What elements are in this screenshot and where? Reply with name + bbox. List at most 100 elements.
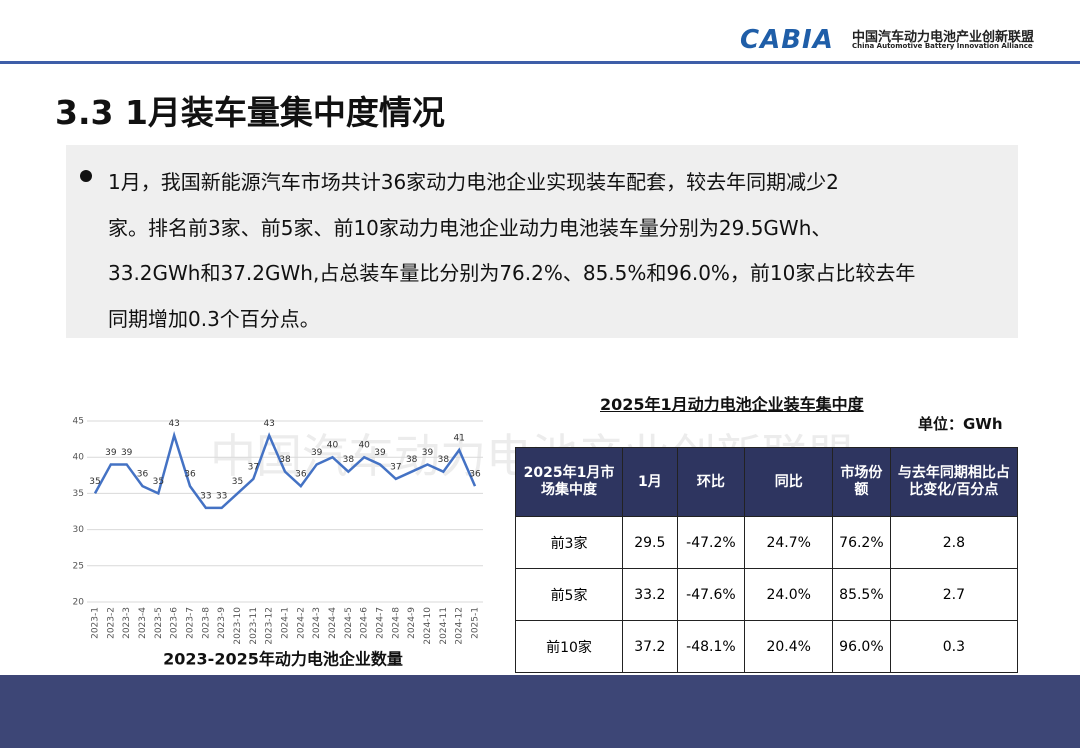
bullet-dot [80,170,92,182]
logo: CABIA [740,25,834,55]
table-cell: -47.2% [676,516,746,569]
header-cell: 2025年1月市场集中度 [514,447,624,517]
table-cell: -47.6% [676,568,746,621]
x-tick-label: 2024-3 [312,607,322,639]
table-cell: 2.7 [889,568,1019,621]
bullet-box [66,145,1018,338]
x-tick-label: 2024-5 [344,607,354,639]
y-tick-label: 35 [73,489,84,499]
header-cell: 环比 [676,447,746,517]
data-label: 40 [358,441,370,451]
header-cell: 同比 [744,447,834,517]
bullet-text: 1月，我国新能源汽车市场共计36家动力电池企业实现装车配套，较去年同期减少2 家。… [108,160,915,342]
data-label: 38 [279,455,291,465]
table-cell: 0.3 [889,620,1019,673]
table-row: 前10家 37.2 -48.1% 20.4% 96.0% 0.3 [514,620,1019,673]
x-tick-label: 2023-5 [154,607,164,639]
data-label: 39 [422,448,434,458]
table-cell: 2.8 [889,516,1019,569]
x-tick-label: 2024-2 [296,607,306,639]
x-tick-label: 2024-9 [407,607,417,639]
data-label: 43 [168,419,179,429]
table-cell: 前3家 [514,516,624,569]
header-cell: 与去年同期相比占比变化/百分点 [889,447,1019,517]
y-tick-label: 40 [73,453,85,463]
data-label: 39 [105,448,117,458]
table-cell: 前10家 [514,620,624,673]
table-cell: 24.0% [744,568,834,621]
table-cell: 24.7% [744,516,834,569]
data-label: 38 [406,455,418,465]
chart-title: 2023-2025年动力电池企业数量 [163,650,403,669]
x-tick-label: 2024-8 [391,607,401,639]
x-tick-label: 2024-1 [281,607,291,639]
data-label: 43 [263,419,274,429]
y-tick-label: 45 [73,417,84,427]
line-series [93,431,477,510]
data-label: 33 [200,491,211,501]
header-rule [0,61,1080,64]
data-label: 37 [248,462,259,472]
x-tick-label: 2024-6 [360,607,370,639]
table-title: 2025年1月动力电池企业装车集中度 [600,395,864,414]
data-label: 36 [137,470,149,480]
x-tick-label: 2023-4 [138,607,148,639]
x-tick-label: 2025-1 [471,607,481,639]
x-tick-label: 2024-7 [376,607,386,639]
header-row: 2025年1月市场集中度 1月 环比 同比 市场份额 与去年同期相比占比变化/百分点 [514,447,1019,517]
x-tick-label: 2023-2 [106,607,116,639]
y-tick-label: 20 [73,598,85,608]
org-en: China Automotive Battery Innovation Alli… [852,42,1033,50]
x-tick-label: 2023-12 [265,607,275,645]
data-label: 40 [327,441,339,451]
table: 2025年1月市场集中度 1月 环比 同比 市场份额 与去年同期相比占比变化/百分点 前3家… [514,447,1019,673]
x-tick-label: 2024-10 [423,607,433,645]
x-tick-label: 2023-3 [122,607,132,639]
bullet-line: 1月，我国新能源汽车市场共计36家动力电池企业实现装车配套，较去年同期减少2 [108,170,839,194]
x-tick-label: 2023-9 [217,607,227,639]
data-label: 36 [295,470,307,480]
footer-band [0,675,1080,748]
x-tick-label: 2023-6 [170,607,180,639]
x-tick-label: 2023-1 [91,607,101,639]
x-tick-label: 2023-8 [201,607,211,639]
data-label: 39 [121,448,133,458]
table-cell: 33.2 [622,568,678,621]
x-tick-label: 2024-12 [455,607,465,645]
table-cell: 前5家 [514,568,624,621]
x-tick-label: 2023-7 [186,607,196,639]
x-tick-label: 2024-4 [328,607,338,639]
data-label: 35 [232,477,243,487]
header-cell: 市场份额 [832,447,891,517]
x-tick-label: 2023-11 [249,607,259,645]
table-cell: 96.0% [832,620,891,673]
org-cn: 中国汽车动力电池产业创新联盟 [852,30,1035,45]
y-tick-label: 25 [73,561,84,571]
header-cell: 1月 [622,447,678,517]
data-label: 38 [438,455,450,465]
data-label: 35 [153,477,164,487]
bullet-line: 家。排名前3家、前5家、前10家动力电池企业动力电池装车量分别为29.5GWh、 [108,215,832,240]
data-label: 38 [343,455,355,465]
table-cell: 85.5% [832,568,891,621]
data-label: 39 [374,448,386,458]
data-label: 37 [390,462,401,472]
data-label: 41 [453,433,464,443]
y-tick-label: 30 [73,525,85,535]
table-cell: 29.5 [622,516,678,569]
data-label: 36 [469,470,481,480]
data-label: 36 [184,470,196,480]
slide-title: 3.3 1月装车量集中度情况 [55,93,445,132]
table-cell: 76.2% [832,516,891,569]
table-cell: 37.2 [622,620,678,673]
data-label: 33 [216,491,227,501]
bullet-line: 33.2GWh和37.2GWh,占总装车量比分别为76.2%、85.5%和96.… [108,261,916,285]
table-row: 前5家 33.2 -47.6% 24.0% 85.5% 2.7 [514,568,1019,621]
data-label: 35 [89,477,100,487]
data-label: 39 [311,448,323,458]
x-tick-label: 2024-11 [439,607,449,645]
table-row: 前3家 29.5 -47.2% 24.7% 76.2% 2.8 [514,516,1019,569]
table-cell: -48.1% [676,620,746,673]
bullet-line: 同期增加0.3个百分点。 [108,306,320,331]
